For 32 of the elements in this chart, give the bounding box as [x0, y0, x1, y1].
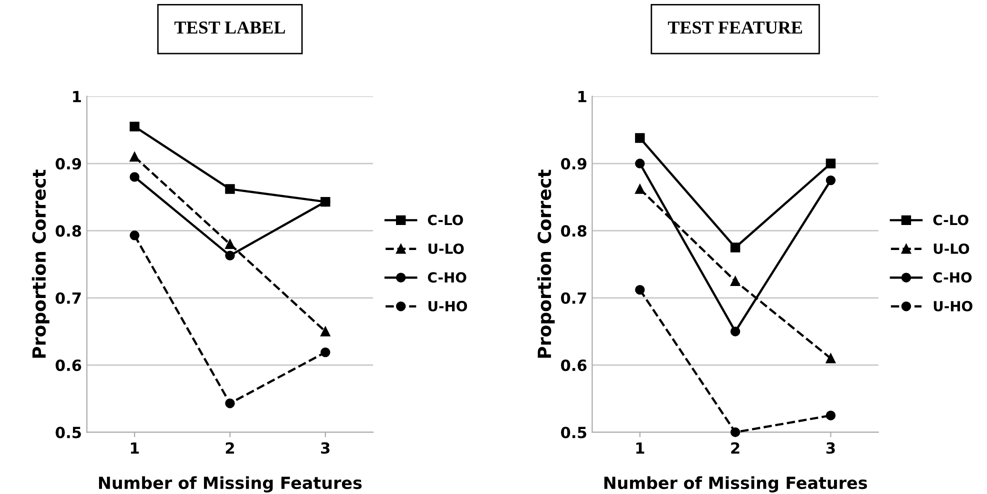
- legend-label: U-LO: [934, 243, 970, 254]
- legend-label: U-HO: [428, 300, 468, 312]
- y-tick-label: 0.8: [561, 225, 586, 237]
- y-tick-label: 0.7: [561, 292, 586, 304]
- y-tick-label: 0.5: [561, 426, 586, 438]
- y-tick-label: 0.9: [56, 158, 82, 170]
- y-tick-label: 0.5: [56, 426, 81, 438]
- x-axis-title: Number of Missing Features: [604, 476, 867, 492]
- legend-label: C-LO: [428, 214, 463, 226]
- y-tick-label: 0.6: [561, 360, 587, 372]
- y-tick-label: 0.6: [56, 360, 82, 372]
- y-axis-title: Proportion Correct: [32, 170, 50, 358]
- x-tick-label: 3: [826, 442, 835, 454]
- y-tick-label: 0.8: [56, 225, 82, 237]
- x-tick-label: 1: [636, 442, 644, 454]
- y-tick-label: 1: [578, 90, 586, 102]
- y-tick-label: 0.7: [56, 292, 81, 304]
- legend-label: C-LO: [933, 214, 968, 226]
- legend-label: U-HO: [934, 300, 972, 312]
- x-tick-label: 2: [731, 442, 740, 454]
- x-tick-label: 2: [226, 442, 234, 454]
- y-tick-label: 1: [73, 90, 81, 102]
- y-axis-title: Proportion Correct: [537, 170, 555, 358]
- legend-label: C-HO: [428, 272, 466, 283]
- x-tick-label: 3: [321, 442, 330, 454]
- legend-label: C-HO: [933, 272, 972, 283]
- y-tick-label: 0.9: [561, 158, 586, 170]
- x-tick-label: 1: [130, 442, 139, 454]
- legend-label: U-LO: [428, 243, 464, 254]
- x-axis-title: Number of Missing Features: [99, 476, 362, 492]
- chart-title: TEST LABEL: [174, 22, 285, 34]
- chart-title: TEST FEATURE: [668, 22, 802, 34]
